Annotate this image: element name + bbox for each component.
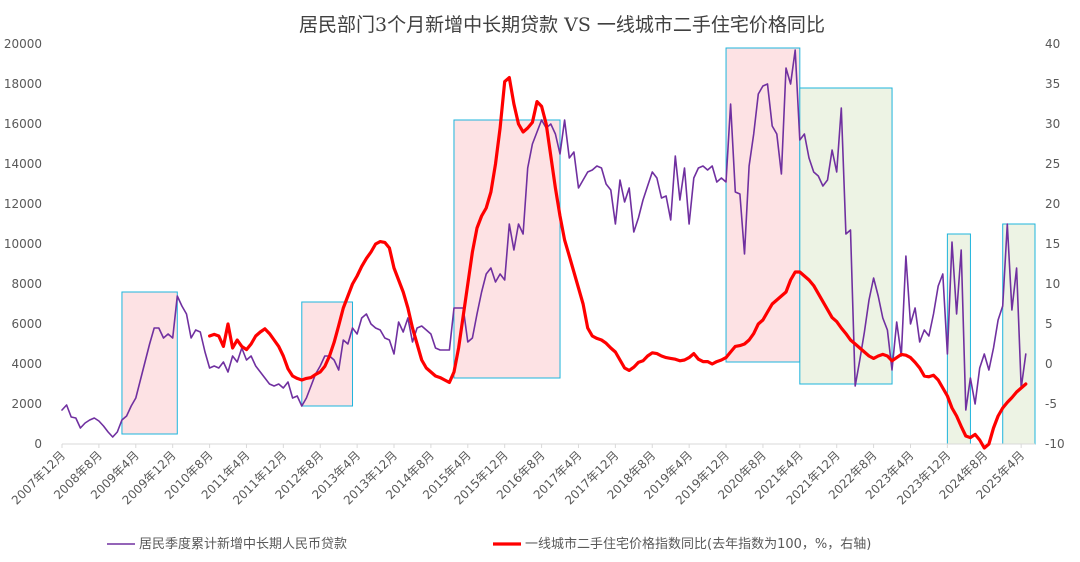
y-left-tick-label: 14000 (4, 157, 42, 171)
series-line-loans (61, 49, 1027, 438)
y-left-tick-label: 18000 (4, 77, 42, 91)
y-right-tick-label: 30 (1045, 117, 1060, 131)
y-left-tick-label: 2000 (11, 397, 42, 411)
highlight-box (121, 291, 178, 435)
y-left-tick-label: 4000 (11, 357, 42, 371)
y-right-tick-label: 5 (1045, 317, 1053, 331)
y-left-tick-label: 8000 (11, 277, 42, 291)
y-right-tick-label: -5 (1045, 397, 1057, 411)
highlight-box (799, 87, 893, 385)
y-right-tick-label: 10 (1045, 277, 1060, 291)
y-right-tick-label: 0 (1045, 357, 1053, 371)
series-lines (61, 49, 1028, 450)
legend: 居民季度累计新增中长期人民币贷款 一线城市二手住宅价格指数同比(去年指数为100，… (107, 536, 871, 552)
y-left-tick-label: 12000 (4, 197, 42, 211)
y-right-tick-label: 15 (1045, 237, 1060, 251)
legend-label: 一线城市二手住宅价格指数同比(去年指数为100，%，右轴) (525, 536, 871, 552)
y-right-tick-label: 20 (1045, 197, 1060, 211)
y-left-tick-label: 16000 (4, 117, 42, 131)
y-left-tick-label: 6000 (11, 317, 42, 331)
chart-title: 居民部门3个月新增中长期贷款 VS 一线城市二手住宅价格同比 (299, 14, 825, 36)
y-right-tick-label: 35 (1045, 77, 1060, 91)
series-line-price-yoy (208, 75, 1028, 450)
y-left-tick-label: 0 (34, 437, 42, 451)
highlight-box (725, 47, 801, 363)
y-right-tick-label: 25 (1045, 157, 1060, 171)
y-left-tick-label: 20000 (4, 37, 42, 51)
highlight-boxes (121, 47, 1036, 445)
y-left-tick-label: 10000 (4, 237, 42, 251)
y-right-tick-label: 40 (1045, 37, 1060, 51)
legend-label: 居民季度累计新增中长期人民币贷款 (139, 536, 347, 552)
y-right-tick-label: -10 (1045, 437, 1065, 451)
